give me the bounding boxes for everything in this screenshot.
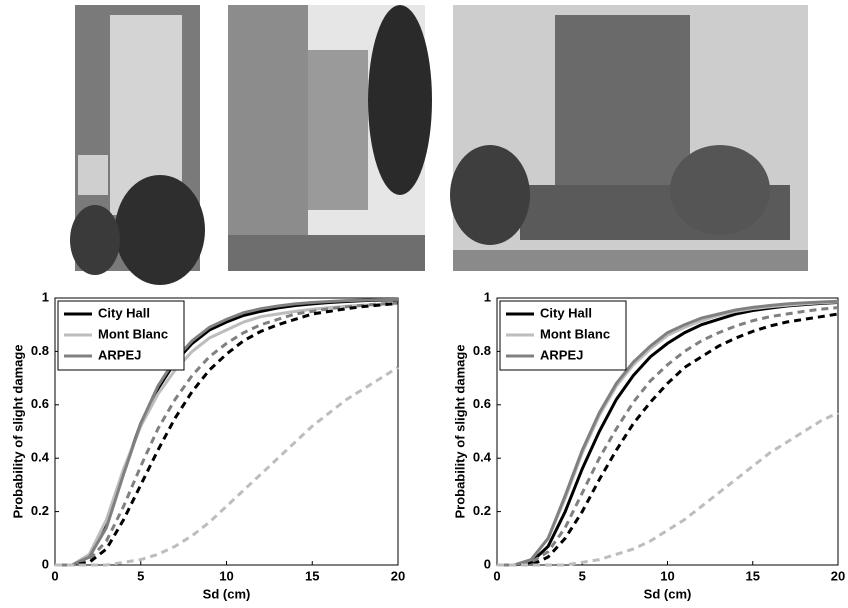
x-tick-label: 15 xyxy=(305,568,319,583)
y-tick-label: 0 xyxy=(42,556,49,571)
legend-label: City Hall xyxy=(98,305,150,320)
y-tick-label: 1 xyxy=(484,289,491,304)
series-line xyxy=(497,299,839,567)
photo-tower xyxy=(70,5,205,285)
x-tick-label: 15 xyxy=(746,568,760,583)
series-group xyxy=(55,297,399,567)
y-axis-label: Probability of slight damage xyxy=(452,344,467,518)
photo-slab-building xyxy=(228,5,432,271)
y-tick-label: 0.6 xyxy=(31,396,49,411)
y-tick-label: 0.4 xyxy=(473,450,492,465)
y-tick-label: 0.2 xyxy=(473,503,491,518)
x-tick-label: 0 xyxy=(51,568,58,583)
legend-label: ARPEJ xyxy=(98,347,141,362)
y-tick-label: 0 xyxy=(484,556,491,571)
series-line xyxy=(55,301,399,567)
x-tick-label: 0 xyxy=(493,568,500,583)
y-tick-label: 0.8 xyxy=(473,343,491,358)
y-tick-label: 0.8 xyxy=(31,343,49,358)
x-tick-label: 10 xyxy=(219,568,233,583)
x-tick-label: 20 xyxy=(391,568,405,583)
legend-label: Mont Blanc xyxy=(540,326,610,341)
x-tick-label: 5 xyxy=(579,568,586,583)
series-group xyxy=(497,299,839,567)
series-line xyxy=(497,312,839,567)
series-line xyxy=(497,306,839,567)
x-axis-label: Sd (cm) xyxy=(203,586,251,601)
x-tick-label: 5 xyxy=(137,568,144,583)
legend-label: ARPEJ xyxy=(540,347,583,362)
x-tick-label: 20 xyxy=(831,568,845,583)
legend-label: City Hall xyxy=(540,305,592,320)
y-tick-label: 0.6 xyxy=(473,396,491,411)
series-line xyxy=(55,297,399,567)
y-tick-label: 1 xyxy=(42,289,49,304)
x-tick-label: 10 xyxy=(660,568,674,583)
y-tick-label: 0.4 xyxy=(31,450,50,465)
series-line xyxy=(55,302,399,567)
series-line xyxy=(55,301,399,567)
y-tick-label: 0.2 xyxy=(31,503,49,518)
legend-label: Mont Blanc xyxy=(98,326,168,341)
series-line xyxy=(55,366,399,567)
y-axis-label: Probability of slight damage xyxy=(10,344,25,518)
photo-city-hall xyxy=(450,5,808,271)
x-axis-label: Sd (cm) xyxy=(644,586,692,601)
